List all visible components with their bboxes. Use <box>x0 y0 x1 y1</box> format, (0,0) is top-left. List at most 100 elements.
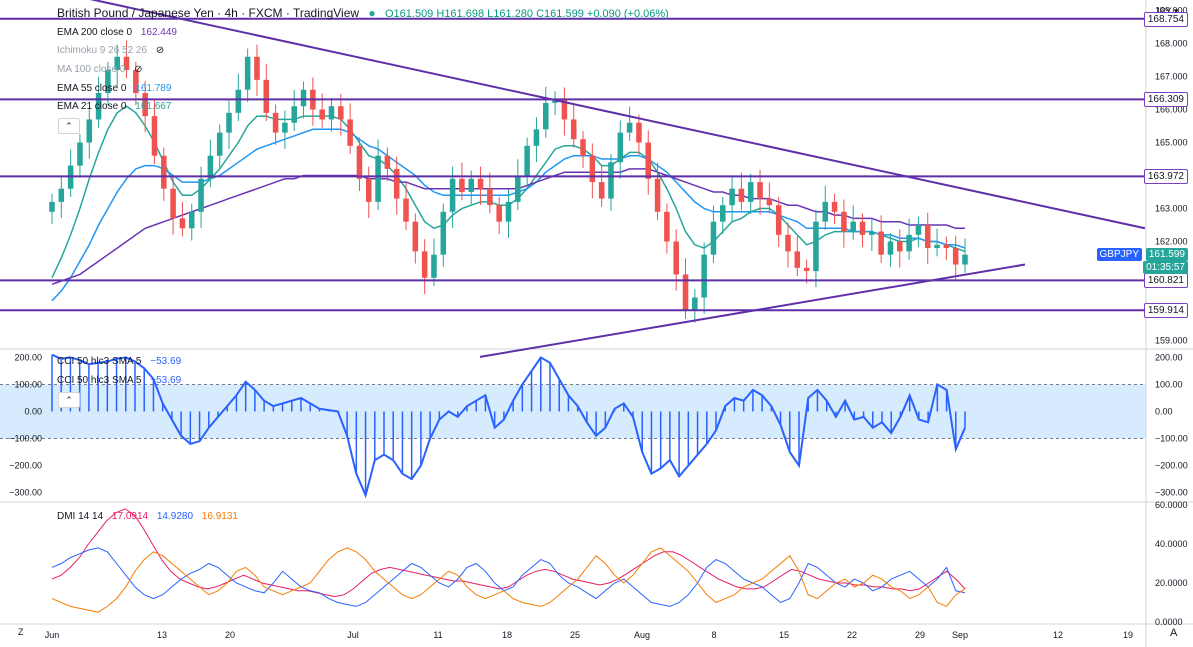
legend-ema21[interactable]: EMA 21 close 0 161.667 <box>57 101 171 112</box>
cci-left-tick-label: 100.00 <box>14 379 42 389</box>
level-tag: 163.972 <box>1143 169 1188 185</box>
candle-body <box>49 201 55 212</box>
candle-body <box>198 178 204 212</box>
low-value: L161.280 <box>487 8 534 20</box>
candle-body <box>356 145 363 179</box>
candle-body <box>226 112 232 133</box>
open-value: O161.509 <box>384 8 434 20</box>
y-tick-label: 165.000 <box>1155 138 1188 148</box>
candle-body <box>515 175 521 202</box>
cci-y-tick-label: 200.00 <box>1155 352 1183 362</box>
candle-body <box>272 112 279 133</box>
candle-body <box>319 109 325 120</box>
candle-body <box>291 106 297 123</box>
currency-selector[interactable]: JPY ▾ <box>1155 6 1178 17</box>
hidden-eye-icon[interactable]: ⊘ <box>134 64 143 75</box>
candle-body <box>775 205 782 235</box>
collapse-cci-legend-button[interactable]: ⌃ <box>58 392 80 408</box>
candle-body <box>598 182 605 199</box>
cci-y-tick-label: 100.00 <box>1155 379 1183 389</box>
cci-pane[interactable] <box>0 353 1146 499</box>
dmi-line <box>51 508 966 598</box>
auto-scale-button[interactable]: A <box>1170 627 1178 639</box>
candle-body <box>459 178 465 192</box>
legend-cci-b[interactable]: CCI 50 hlc3 SMA 5 −53.69 <box>57 375 181 386</box>
x-tick-label: Aug <box>634 630 650 640</box>
candle-body <box>673 241 679 275</box>
candle-body <box>915 224 922 235</box>
trendline <box>89 0 1146 230</box>
candle-body <box>524 145 530 176</box>
axes: Jun 13 20 Jul 11 18 25 Aug 8 15 22 29 Sep 12 19 169.000… <box>9 6 1188 640</box>
source-label: FXCM <box>248 6 283 20</box>
symbol-tag: GBPJPY <box>1096 248 1142 261</box>
candle-body <box>785 234 791 252</box>
cci-y-tick-label: −100.00 <box>1155 434 1188 444</box>
candle-body <box>365 178 372 202</box>
dmi-y-tick-label: 40.0000 <box>1155 539 1188 549</box>
change-value: +0.090 (+0.06%) <box>586 8 669 20</box>
dmi-pane[interactable] <box>51 508 966 613</box>
ema200-value: 162.449 <box>140 27 177 38</box>
ema55-value: 161.789 <box>135 83 172 94</box>
price-pane[interactable] <box>0 0 1146 358</box>
candle-body <box>282 122 288 133</box>
y-tick-label: 162.000 <box>1155 236 1188 246</box>
candle-body <box>300 89 307 107</box>
candle-body <box>161 155 167 189</box>
ema21-label: EMA 21 close 0 <box>57 101 127 112</box>
hidden-eye-icon[interactable]: ⊘ <box>155 45 165 56</box>
y-tick-label: 168.000 <box>1155 39 1188 49</box>
y-tick-label: 163.000 <box>1155 203 1188 213</box>
candle-body <box>906 234 912 252</box>
collapse-legend-button[interactable]: ⌃ <box>58 118 80 134</box>
candle-body <box>235 89 242 113</box>
level-tag: 159.914 <box>1143 303 1188 319</box>
x-tick-label: 20 <box>225 630 235 640</box>
legend-ichimoku[interactable]: Ichimoku 9 26 52 26 ⊘ <box>57 45 164 56</box>
legend-cci-a[interactable]: CCI 50 hlc3 SMA 5 −53.69 <box>57 356 181 367</box>
legend-dmi[interactable]: DMI 14 14 17.0914 14.9280 16.9131 <box>57 511 238 522</box>
candle-body <box>449 178 456 212</box>
candle-body <box>95 93 102 120</box>
pair-title: British Pound / Japanese Yen <box>57 6 214 20</box>
candle-body <box>77 142 83 166</box>
ema21-value: 161.667 <box>135 101 172 112</box>
candle-body <box>440 211 447 255</box>
market-status-icon: ● <box>368 6 376 20</box>
cci-y-tick-label: 0.00 <box>1155 406 1173 416</box>
high-value: H161.698 <box>436 8 485 20</box>
currency-label: JPY <box>1155 6 1171 16</box>
legend-ema55[interactable]: EMA 55 close 0 161.789 <box>57 83 171 94</box>
close-value: C161.599 <box>536 8 584 20</box>
candle-body <box>123 56 130 70</box>
last-price-tag: 161.599 <box>1145 248 1188 261</box>
candle-body <box>468 178 475 192</box>
candle-body <box>570 119 577 140</box>
timezone-button[interactable]: Z <box>18 627 24 637</box>
x-tick-label: 15 <box>779 630 789 640</box>
level-tag: 168.754 <box>1143 11 1188 27</box>
x-tick-label: 19 <box>1123 630 1133 640</box>
legend-ma100[interactable]: MA 100 close 0 ⊘ <box>57 64 143 75</box>
minus-di-value: 16.9131 <box>201 511 238 522</box>
dmi-line <box>51 547 966 607</box>
x-tick-label: 18 <box>502 630 512 640</box>
candle-body <box>542 102 549 130</box>
candle-body <box>244 56 251 90</box>
candle-body <box>710 221 717 255</box>
candle-body <box>86 119 93 143</box>
interval-label[interactable]: 4h <box>224 6 238 20</box>
candle-body <box>757 182 763 199</box>
candle-body <box>831 201 838 212</box>
x-tick-label: 22 <box>847 630 857 640</box>
candle-body <box>552 99 558 103</box>
platform-label: TradingView <box>293 6 360 20</box>
x-tick-label: 12 <box>1053 630 1063 640</box>
ma100-label: MA 100 close 0 <box>57 64 126 75</box>
cci-b-value: −53.69 <box>150 375 182 386</box>
candle-body <box>384 155 391 169</box>
legend-ema200[interactable]: EMA 200 close 0 162.449 <box>57 27 177 38</box>
ema-line <box>51 168 965 286</box>
